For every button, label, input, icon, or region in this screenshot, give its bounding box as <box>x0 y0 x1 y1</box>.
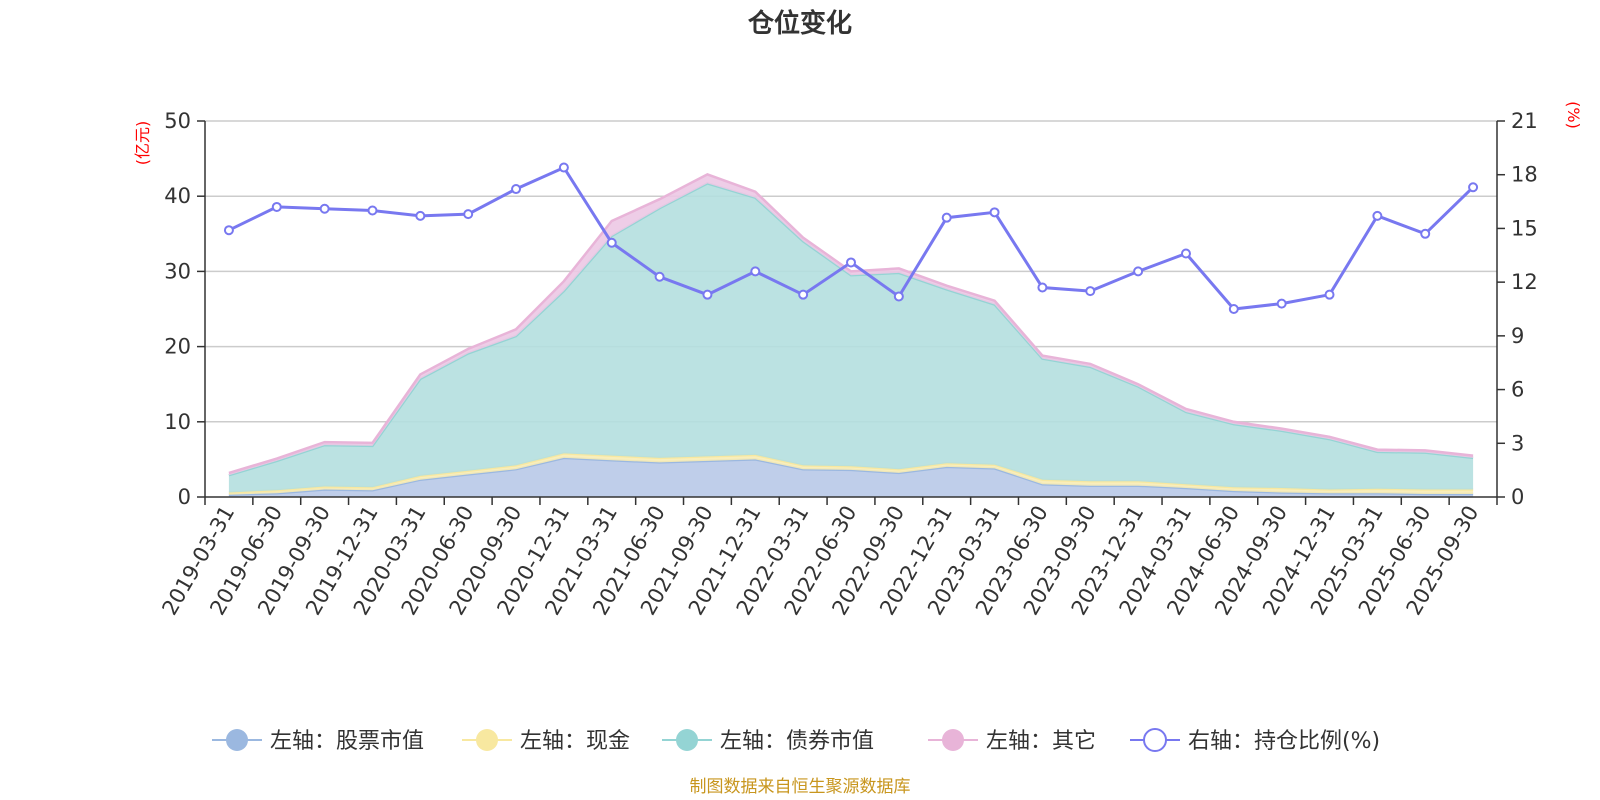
legend-marker <box>476 729 498 751</box>
legend-item: 左轴：债券市值 <box>662 729 874 754</box>
legend-marker <box>1143 728 1167 752</box>
area-edge-左轴：其它 <box>228 173 1474 475</box>
area-左轴：现金 <box>228 453 1474 495</box>
data-point <box>702 289 713 300</box>
data-point <box>989 207 1000 218</box>
data-point <box>1085 286 1096 297</box>
data-point <box>606 237 617 248</box>
right-axis-tick-label: 3 <box>1511 431 1524 455</box>
area-左轴：其它 <box>228 174 1474 476</box>
data-point <box>511 184 522 195</box>
data-source-note: 制图数据来自恒生聚源数据库 <box>690 777 911 797</box>
left-axis-unit: (亿元) <box>133 121 152 166</box>
data-point <box>558 162 569 173</box>
data-point <box>654 271 665 282</box>
left-axis-tick-label: 30 <box>164 259 191 283</box>
data-point <box>271 201 282 212</box>
area-series <box>228 173 1474 497</box>
data-point <box>415 210 426 221</box>
line-series <box>223 162 1479 314</box>
legend-item: 左轴：股票市值 <box>212 729 424 754</box>
data-point <box>1276 298 1287 309</box>
left-axis-tick-label: 50 <box>164 109 191 133</box>
legend-label: 左轴：其它 <box>986 729 1096 754</box>
right-axis-unit: (%) <box>1564 101 1583 129</box>
legend-label: 左轴：股票市值 <box>270 729 424 754</box>
data-point <box>1228 304 1239 314</box>
area-左轴：债券市值 <box>228 183 1474 493</box>
legend-item: 左轴：其它 <box>928 729 1096 754</box>
legend-marker <box>226 729 248 751</box>
data-point <box>1372 210 1383 221</box>
chart-title: 仓位变化 <box>747 8 852 39</box>
data-point <box>893 291 904 302</box>
right-axis-tick-label: 21 <box>1511 109 1538 133</box>
data-point <box>941 212 952 223</box>
data-point <box>798 289 809 300</box>
left-axis-tick-label: 20 <box>164 335 191 359</box>
data-point <box>846 257 856 268</box>
data-point <box>1420 228 1431 239</box>
legend: 左轴：股票市值 左轴：现金 左轴：债券市值 左轴：其它 右轴：持仓比例(%) <box>212 728 1380 754</box>
legend-label: 右轴：持仓比例(%) <box>1188 729 1380 754</box>
data-point <box>1133 266 1144 277</box>
data-point <box>750 266 761 277</box>
data-point <box>1180 248 1191 259</box>
left-axis-tick-label: 40 <box>164 184 191 208</box>
data-point <box>367 205 378 216</box>
legend-item: 右轴：持仓比例(%) <box>1130 728 1380 754</box>
right-axis-tick-label: 18 <box>1511 163 1538 187</box>
legend-item: 左轴：现金 <box>462 729 630 754</box>
right-axis-tick-label: 0 <box>1511 485 1524 509</box>
data-point <box>319 203 330 214</box>
right-axis-tick-label: 6 <box>1511 378 1524 402</box>
data-point <box>1468 182 1479 193</box>
left-axis-tick-label: 0 <box>178 485 191 509</box>
right-axis-tick-label: 15 <box>1511 216 1538 240</box>
legend-label: 左轴：现金 <box>520 729 630 754</box>
data-point <box>1037 282 1048 293</box>
data-point <box>1324 289 1335 300</box>
legend-marker <box>942 729 964 751</box>
legend-marker <box>676 729 698 751</box>
right-axis-tick-label: 12 <box>1511 270 1538 294</box>
data-point <box>463 209 474 220</box>
right-axis-tick-label: 9 <box>1511 324 1524 348</box>
data-point <box>223 225 234 236</box>
legend-label: 左轴：债券市值 <box>720 729 874 754</box>
left-axis-tick-label: 10 <box>164 410 191 434</box>
